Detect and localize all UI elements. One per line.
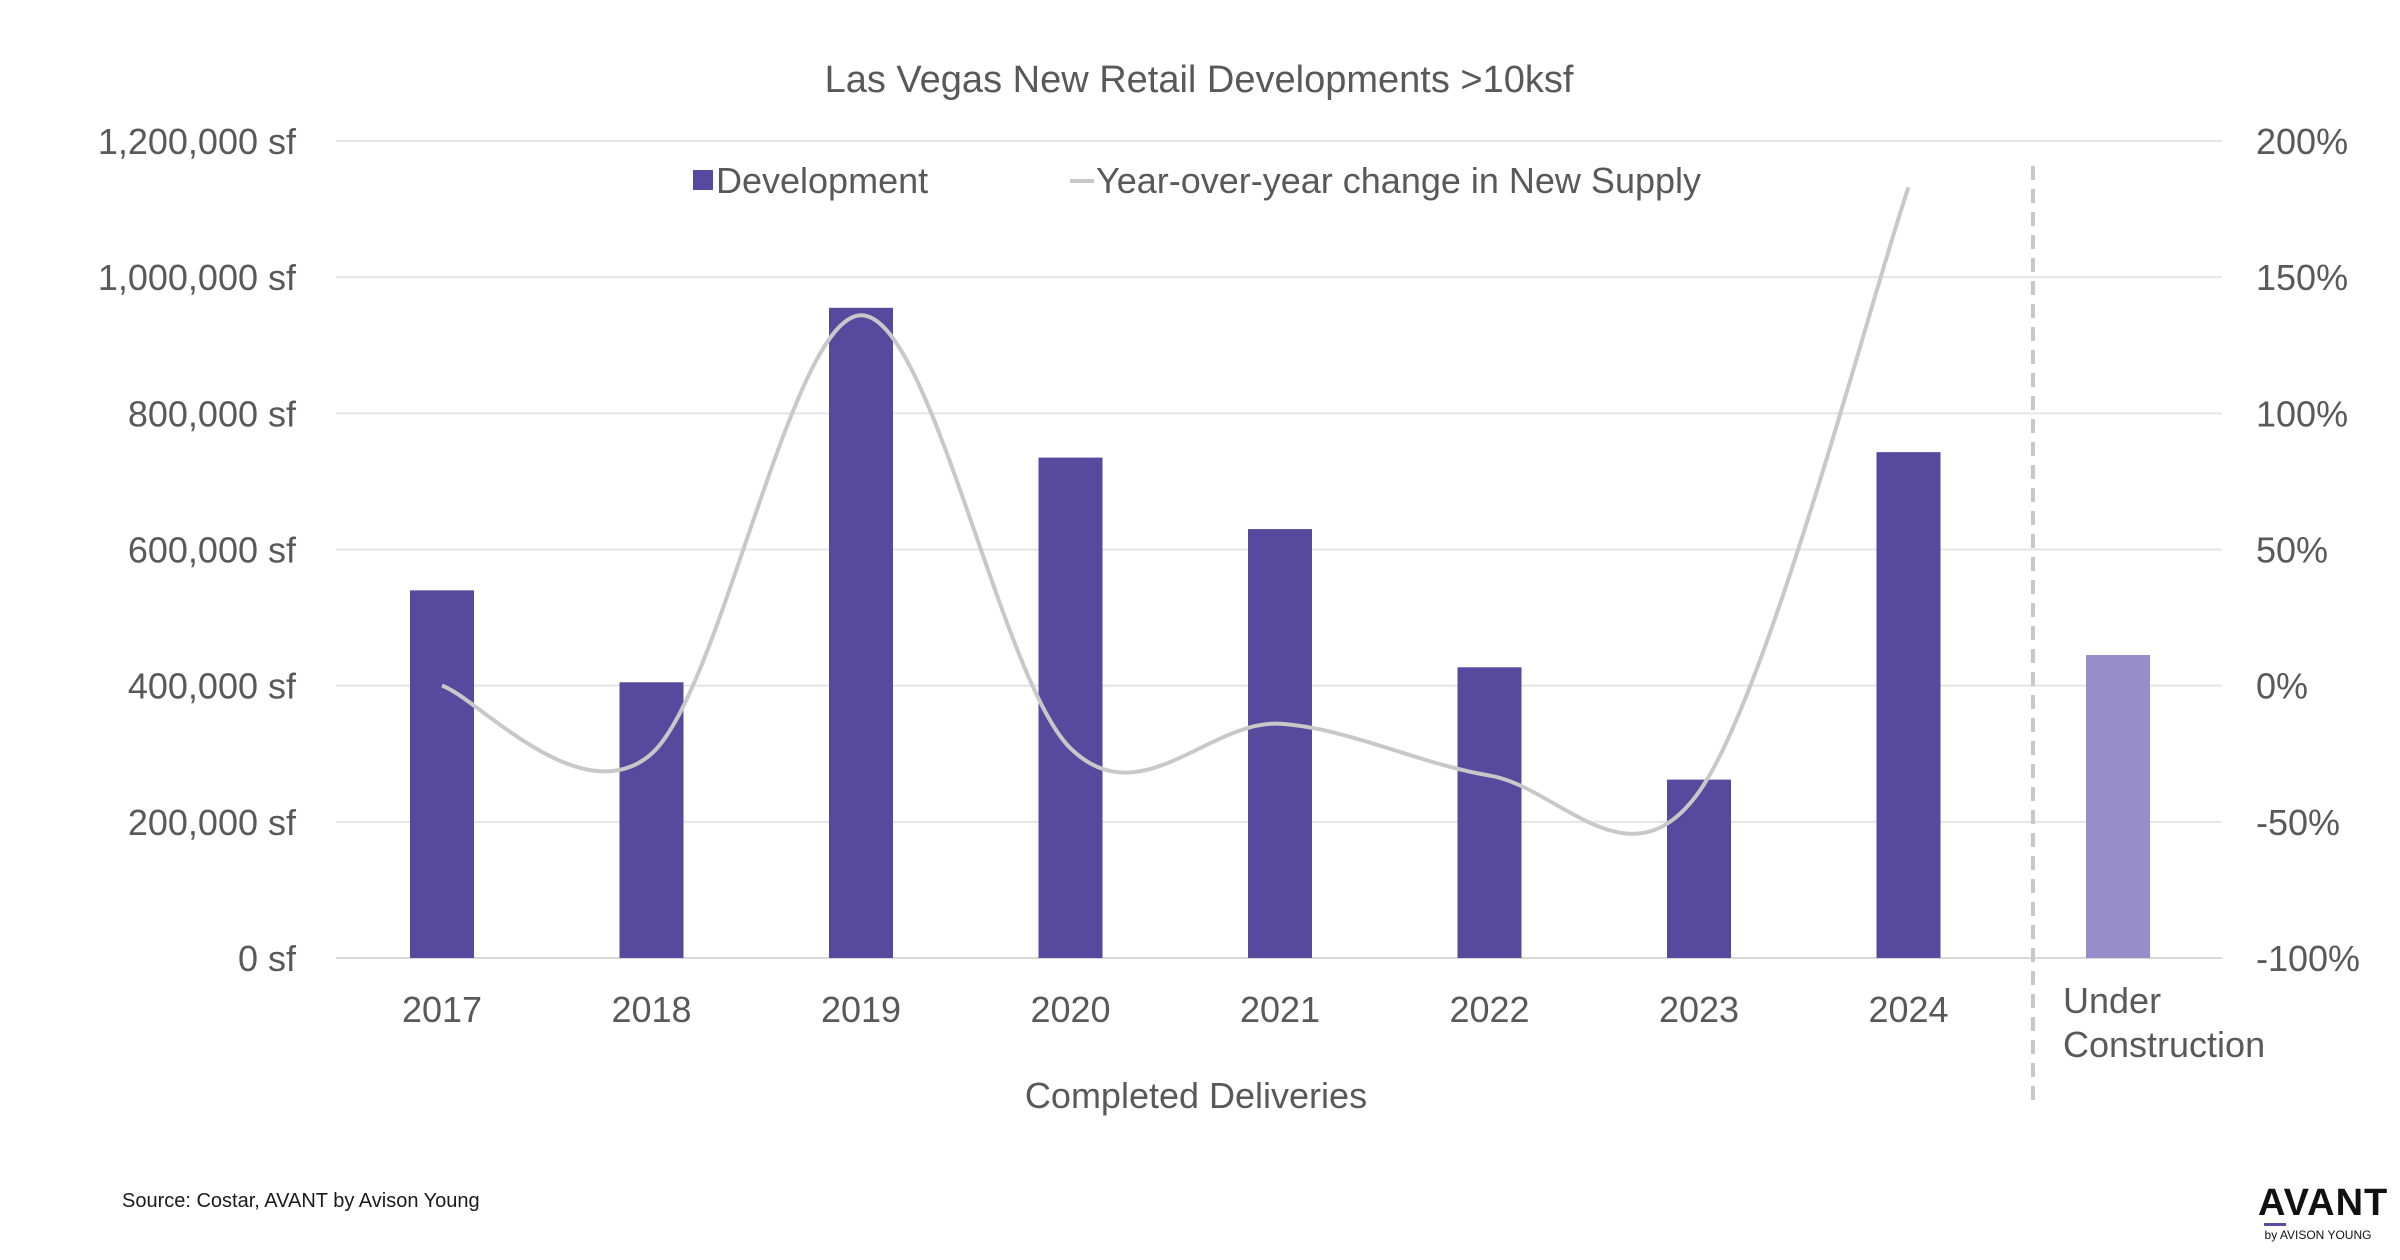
x-tick-label: 2021: [1240, 989, 1320, 1030]
source-note: Source: Costar, AVANT by Avison Young: [122, 1190, 480, 1212]
chart-title: Las Vegas New Retail Developments >10ksf: [825, 59, 1574, 101]
yoy-line-series: [441, 186, 1911, 836]
x-tick-label: 2024: [1868, 989, 1948, 1030]
legend-label-development: Development: [716, 160, 928, 201]
legend-label-yoy: Year-over-year change in New Supply: [1096, 160, 1701, 201]
x-axis-title: Completed Deliveries: [1025, 1075, 1367, 1116]
y2-tick-label: 50%: [2256, 530, 2328, 571]
brand-logo: AVANT by AVISON YOUNG: [2258, 1182, 2389, 1242]
bar-2017: [410, 590, 474, 958]
y2-tick-label: 100%: [2256, 393, 2348, 434]
bar-2019: [829, 307, 893, 958]
logo-wordmark: AVANT: [2258, 1182, 2389, 1224]
y-tick-label: 600,000 sf: [128, 530, 297, 571]
x-tick-label: Under: [2063, 980, 2161, 1021]
bars: [410, 307, 2150, 958]
legend-swatch-development: [693, 170, 713, 190]
logo-subtitle: by AVISON YOUNG: [2264, 1228, 2372, 1242]
x-tick-label: 2019: [821, 989, 901, 1030]
bar-2023: [1667, 779, 1731, 958]
y-tick-label: 0 sf: [238, 938, 297, 979]
logo-accent-bar: [2264, 1223, 2286, 1226]
legend: Development Year-over-year change in New…: [693, 160, 1701, 201]
bar-2021: [1248, 529, 1312, 958]
y2-tick-label: 0%: [2256, 666, 2308, 707]
x-tick-label: 2017: [402, 989, 482, 1030]
y-tick-label: 200,000 sf: [128, 802, 297, 843]
axis-labels: 0 sf 200,000 sf 400,000 sf 600,000 sf 800,00…: [98, 121, 2360, 1065]
bar-2022: [1457, 667, 1522, 958]
y-tick-label: 1,200,000 sf: [98, 121, 297, 162]
x-tick-label: Construction: [2063, 1024, 2265, 1065]
y2-tick-label: -50%: [2256, 802, 2340, 843]
x-tick-label: 2020: [1030, 989, 1110, 1030]
x-tick-label: 2023: [1659, 989, 1739, 1030]
y-tick-label: 800,000 sf: [128, 393, 297, 434]
y2-tick-label: 200%: [2256, 121, 2348, 162]
x-tick-label: 2022: [1449, 989, 1529, 1030]
x-tick-label: 2018: [611, 989, 691, 1030]
y-tick-label: 1,000,000 sf: [98, 257, 297, 298]
bar-2024: [1876, 452, 1941, 958]
y-tick-label: 400,000 sf: [128, 666, 297, 707]
yoy-line: [441, 186, 1911, 836]
y2-tick-label: 150%: [2256, 257, 2348, 298]
y2-tick-label: -100%: [2256, 938, 2360, 979]
bar-2020: [1038, 457, 1103, 958]
bar-under-construction: [2086, 655, 2150, 958]
